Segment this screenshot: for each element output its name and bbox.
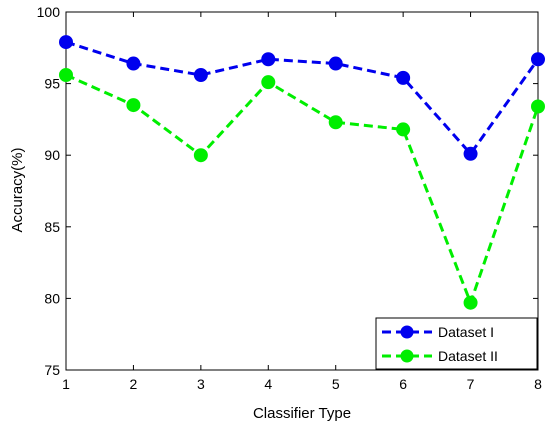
legend-item: Dataset II [382,348,498,364]
axes: 1 2 3 4 5 6 7 8 75 80 85 90 95 100 [37,4,542,392]
data-point [193,68,208,83]
data-point [59,35,73,50]
x-tick-label: 7 [467,376,475,392]
x-tick-label: 8 [534,376,542,392]
data-point [396,70,411,85]
y-tick-label: 75 [44,362,60,378]
legend-label: Dataset II [438,348,498,364]
data-point [463,295,478,310]
data-point [59,68,73,83]
data-point [531,99,545,114]
x-axis-title: Classifier Type [253,405,351,422]
x-tick-label: 6 [399,376,407,392]
data-point [261,52,276,67]
data-point [126,98,141,113]
series-layer [59,35,545,310]
x-tick-label: 3 [197,376,205,392]
x-tick-label: 1 [62,376,70,392]
data-point [261,75,276,90]
data-point [126,56,141,71]
data-point [463,146,478,161]
y-tick-label: 80 [44,290,60,306]
series-line [65,40,540,156]
legend-item: Dataset I [382,324,494,340]
series-line [65,73,540,305]
legend: Dataset I Dataset II [375,317,538,370]
x-tick-label: 2 [130,376,138,392]
legend-marker [400,349,414,363]
legend-marker [400,325,414,339]
legend-label: Dataset I [438,324,494,340]
series-2 [59,68,545,310]
data-point [531,52,545,67]
x-tick-label: 4 [264,376,272,392]
y-axis-title: Accuracy(%) [9,147,26,232]
series-1 [59,35,545,161]
y-tick-label: 100 [37,4,61,20]
y-tick-label: 95 [44,76,60,92]
y-tick-label: 85 [44,219,60,235]
data-point [328,56,343,71]
plot-frame [65,11,539,371]
y-tick-label: 90 [44,147,60,163]
x-tick-label: 5 [332,376,340,392]
data-point [396,122,411,137]
data-point [328,115,343,130]
data-point [193,148,208,163]
